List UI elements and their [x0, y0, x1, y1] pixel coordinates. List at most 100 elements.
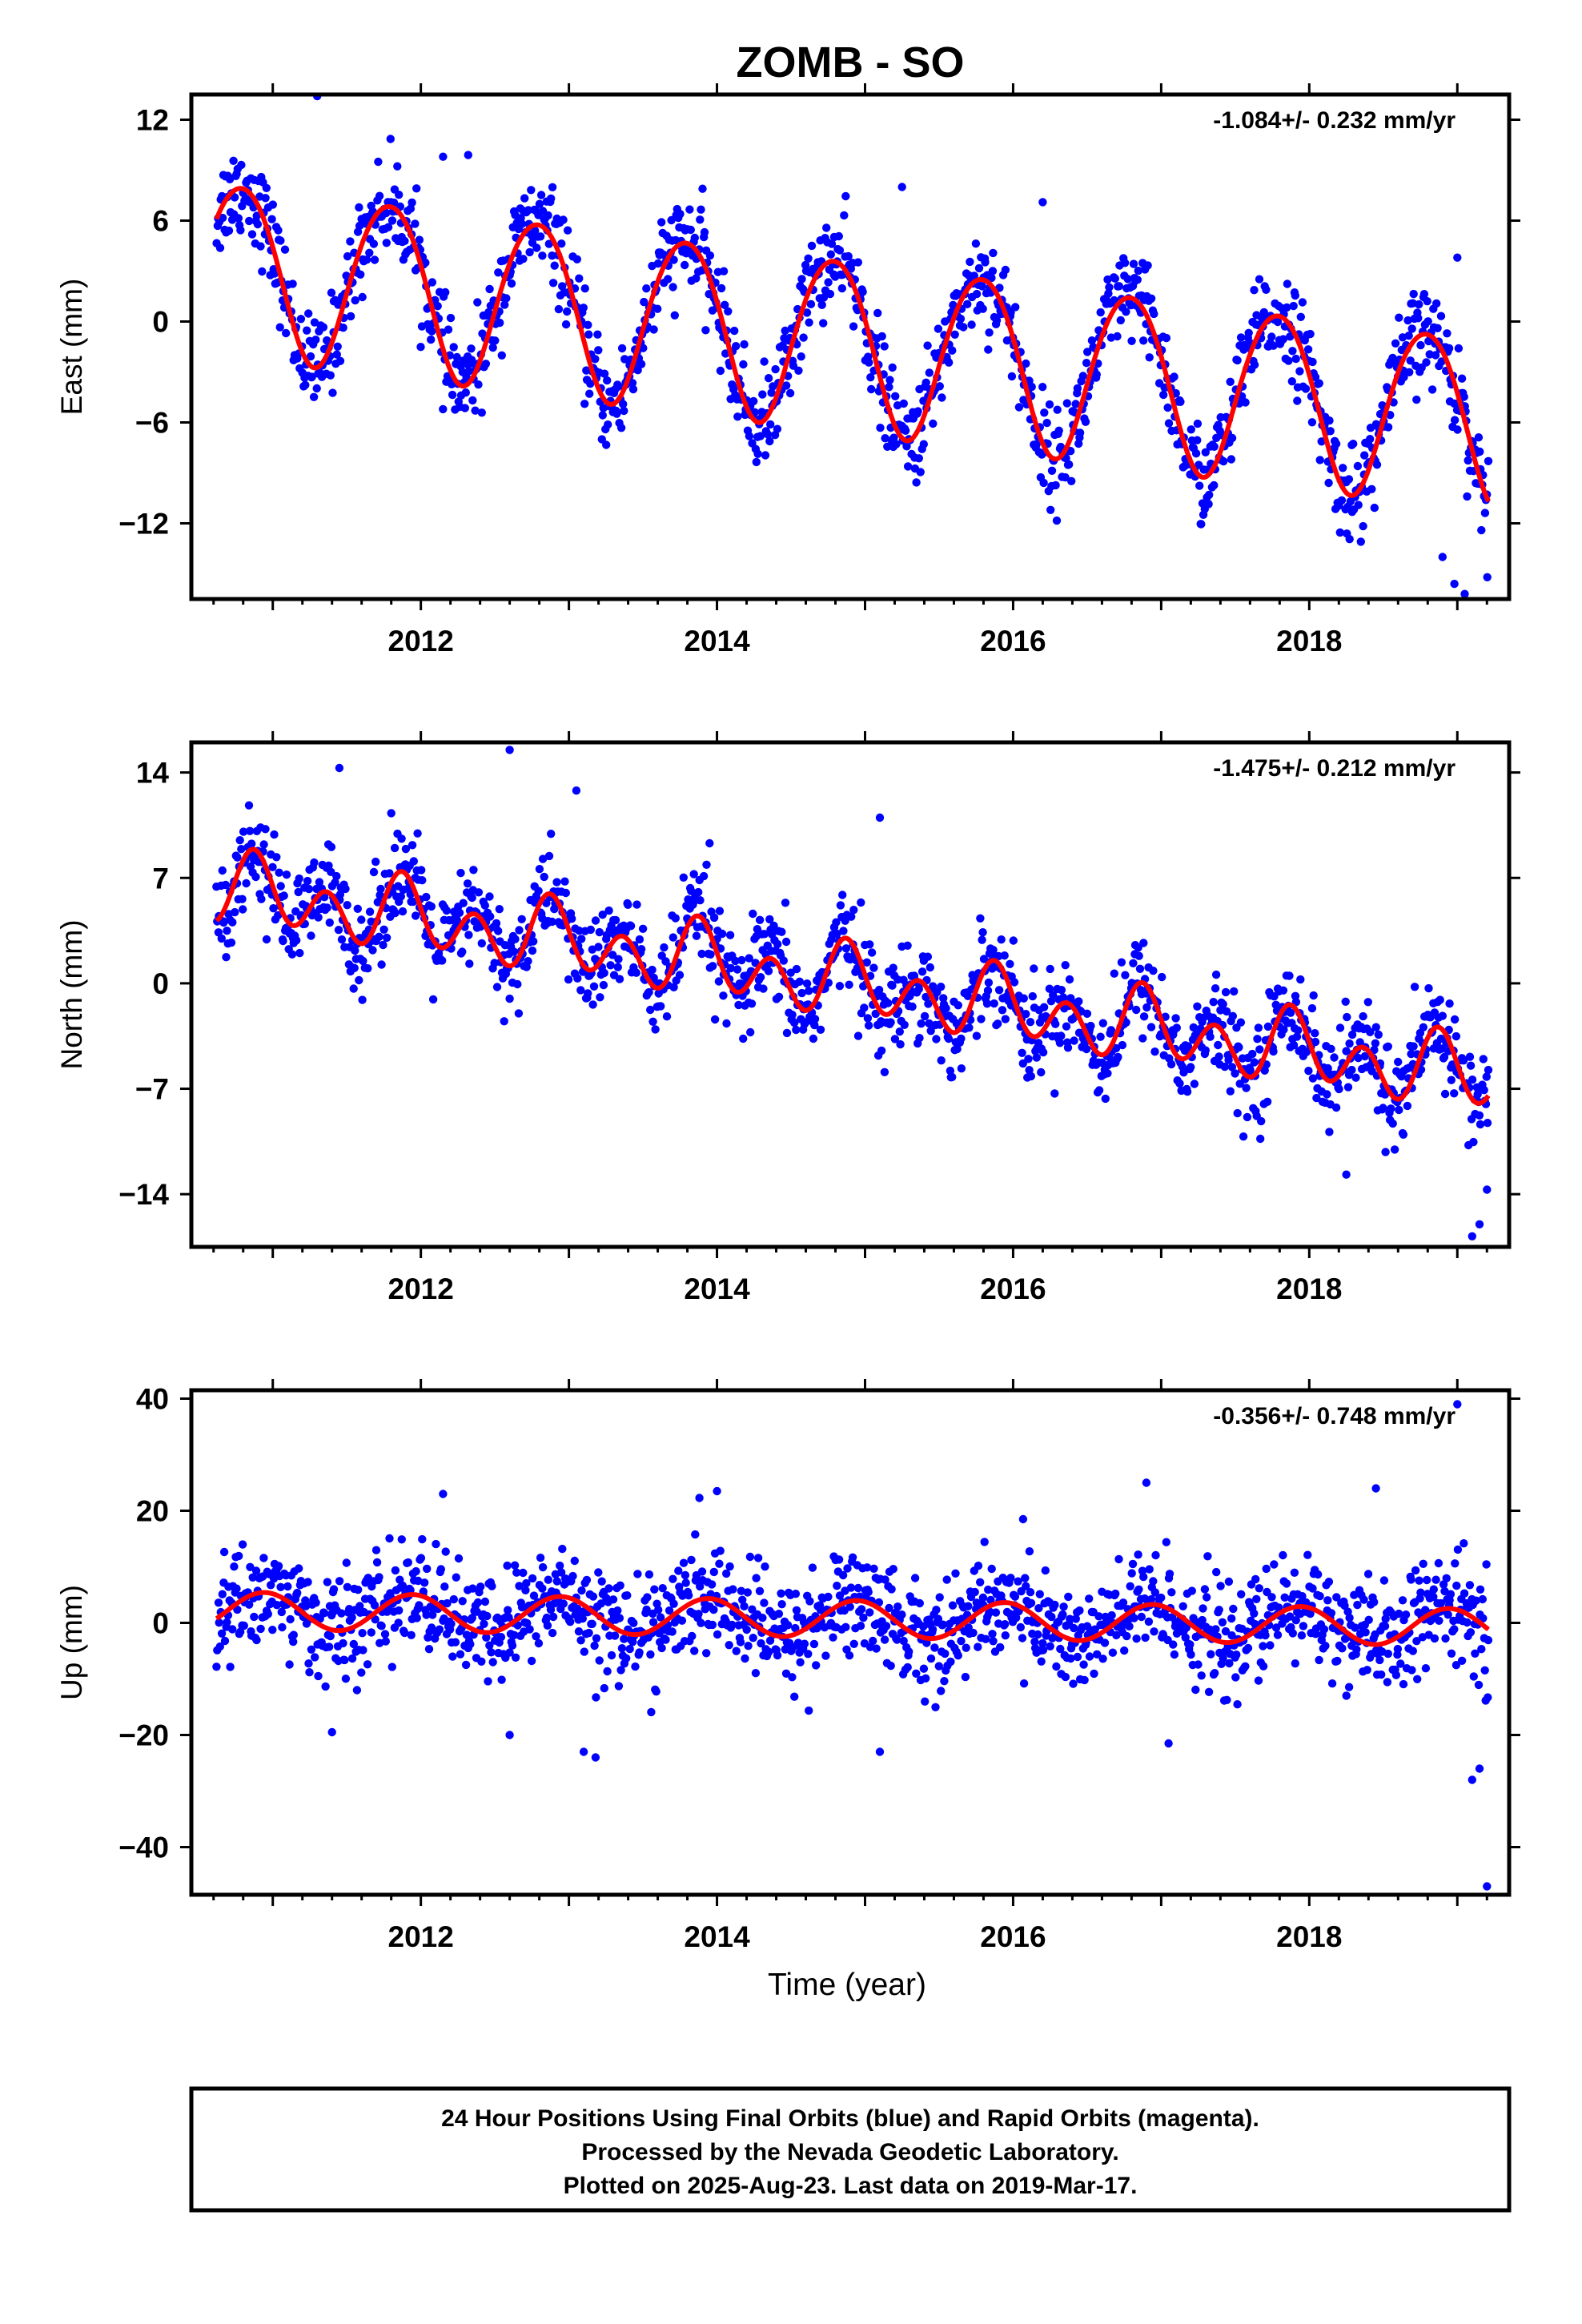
data-point — [353, 904, 362, 914]
data-point — [511, 1653, 520, 1662]
x-tick-label: 2016 — [980, 625, 1046, 657]
data-point — [1030, 964, 1038, 973]
data-point — [755, 915, 765, 925]
data-point — [1407, 324, 1416, 333]
data-point — [669, 933, 677, 942]
data-point — [791, 1623, 800, 1633]
data-point — [1447, 1076, 1456, 1084]
data-point — [1038, 1646, 1048, 1655]
data-point — [845, 1651, 854, 1660]
data-point — [471, 406, 480, 415]
data-point — [759, 984, 768, 993]
outlier-point — [1460, 589, 1469, 598]
data-point — [1279, 1025, 1288, 1034]
data-point — [929, 982, 938, 991]
data-point — [667, 215, 676, 225]
data-point — [327, 288, 336, 297]
data-point — [1130, 1614, 1138, 1622]
data-point — [404, 1558, 412, 1567]
data-point — [890, 1035, 900, 1043]
data-point — [323, 903, 331, 912]
data-point — [733, 412, 742, 421]
data-point — [979, 955, 989, 963]
data-point — [494, 927, 503, 935]
y-tick-label: −12 — [118, 508, 169, 541]
data-point — [1204, 1687, 1214, 1696]
data-point — [932, 1035, 941, 1043]
data-point — [805, 1597, 814, 1606]
data-point — [1235, 1043, 1243, 1052]
data-point — [1478, 1594, 1488, 1604]
data-point — [214, 1598, 223, 1607]
data-point — [268, 862, 277, 872]
data-point — [1347, 1065, 1356, 1075]
data-point — [1142, 1003, 1151, 1012]
data-point — [789, 361, 798, 370]
data-point — [1418, 1633, 1427, 1642]
data-point — [1331, 1103, 1341, 1112]
data-point — [1285, 971, 1294, 980]
data-point — [1200, 1585, 1210, 1594]
data-point — [1012, 1613, 1021, 1622]
data-point — [1254, 1676, 1263, 1685]
data-point — [1480, 1666, 1489, 1675]
data-point — [989, 1637, 998, 1646]
data-point — [1250, 1609, 1259, 1618]
data-point — [824, 979, 833, 987]
data-point — [559, 1599, 568, 1608]
data-point — [1372, 460, 1382, 469]
data-point — [251, 1566, 261, 1575]
data-point — [613, 963, 622, 971]
data-point — [600, 369, 609, 378]
data-point — [934, 1662, 944, 1671]
data-point — [1038, 1638, 1047, 1648]
data-point — [547, 830, 556, 838]
data-point — [1280, 1593, 1289, 1602]
data-point — [428, 995, 438, 1004]
data-point — [370, 255, 379, 264]
data-point — [301, 1602, 311, 1610]
data-point — [449, 343, 458, 352]
data-point — [321, 1682, 330, 1691]
data-point — [1150, 309, 1158, 319]
data-point — [1360, 1051, 1370, 1061]
data-point — [564, 975, 573, 984]
data-point — [1371, 1023, 1381, 1031]
data-point — [722, 1569, 731, 1578]
data-point — [758, 390, 767, 399]
data-point — [1414, 314, 1423, 323]
data-point — [1114, 1554, 1123, 1564]
x-tick-label: 2014 — [684, 1273, 750, 1305]
data-point — [919, 1664, 929, 1673]
data-point — [1186, 1650, 1195, 1659]
data-point — [733, 965, 742, 974]
data-point — [1034, 1630, 1042, 1639]
data-point — [303, 326, 311, 335]
data-point — [611, 915, 620, 925]
data-point — [844, 251, 853, 261]
data-point — [991, 1608, 1001, 1617]
data-point — [755, 1586, 765, 1596]
data-point — [874, 985, 884, 995]
data-point — [740, 1602, 749, 1611]
data-point — [1419, 1023, 1428, 1032]
data-point — [529, 937, 538, 946]
data-point — [1251, 1574, 1260, 1584]
data-point — [697, 1567, 707, 1576]
north-plot-frame — [189, 740, 1512, 1249]
data-point — [333, 342, 342, 351]
data-point — [1040, 408, 1049, 417]
data-point — [385, 1534, 394, 1543]
data-point — [1330, 1053, 1339, 1062]
data-point — [1364, 1615, 1373, 1625]
data-point — [732, 1647, 741, 1655]
data-point — [326, 371, 335, 380]
data-point — [1423, 317, 1432, 326]
data-point — [423, 1564, 432, 1574]
data-point — [948, 346, 957, 355]
data-point — [1433, 324, 1442, 332]
data-point — [509, 947, 519, 956]
data-point — [548, 1628, 557, 1638]
data-point — [705, 251, 715, 260]
data-point — [924, 999, 933, 1008]
